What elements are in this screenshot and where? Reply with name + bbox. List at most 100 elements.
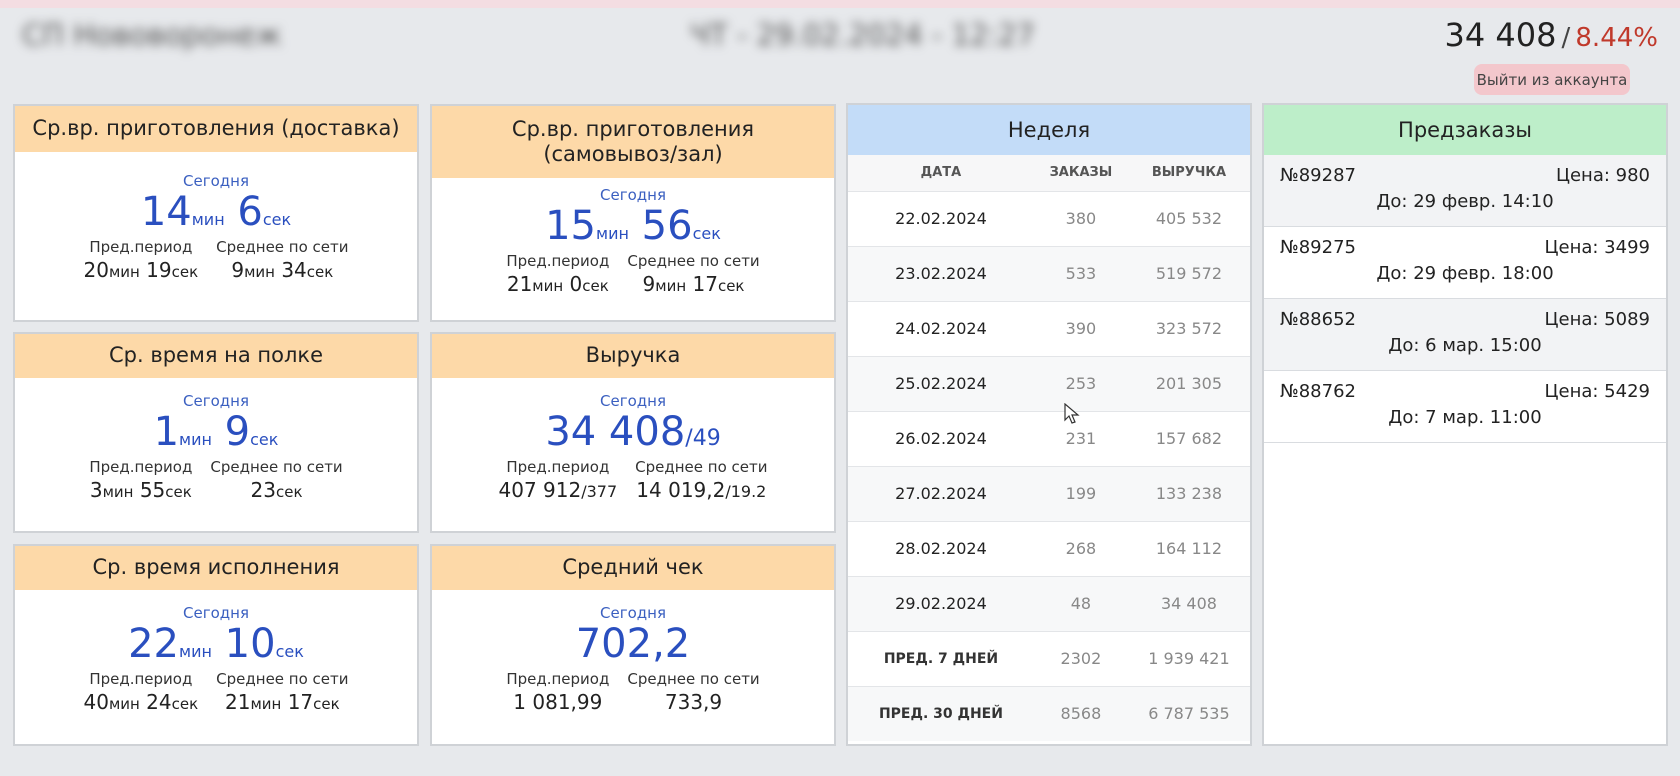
network-average: Среднее по сети 14 019,2/19.2 [635, 458, 768, 502]
table-row: ПРЕД. 7 ДНЕЙ 2302 1 939 421 [848, 630, 1250, 686]
card-title: Ср. время исполнения [15, 546, 417, 590]
cell-revenue: 519 572 [1127, 245, 1250, 301]
preorders-list: №89287 Цена: 980 До: 29 февр. 14:10 №89275 Ц… [1264, 155, 1666, 443]
card-revenue: Выручка Сегодня 34 408/49 Пред.период 40… [430, 332, 836, 533]
card-average-check: Средний чек Сегодня 702,2 Пред.период 1 … [430, 544, 836, 746]
cell-date: 29.02.2024 [848, 575, 1034, 631]
prev-period: Пред.период 1 081,99 [506, 670, 610, 714]
network-average: Среднее по сети 9мин 17сек [627, 252, 760, 296]
cell-date: 22.02.2024 [848, 190, 1034, 246]
today-label: Сегодня [183, 604, 249, 622]
current-datetime: ЧТ - 29.02.2024 - 12:27 [690, 18, 1036, 52]
card-prep-pickup: Ср.вр. приготовления (самовывоз/зал) Сег… [430, 104, 836, 322]
preorder-item: №88762 Цена: 5429 До: 7 мар. 11:00 [1264, 371, 1666, 443]
network-average: Среднее по сети 733,9 [627, 670, 760, 714]
preorder-item: №88652 Цена: 5089 До: 6 мар. 15:00 [1264, 299, 1666, 371]
table-row: 24.02.2024 390 323 572 [848, 300, 1250, 356]
cell-revenue: 201 305 [1127, 355, 1250, 411]
prev-period: Пред.период 21мин 0сек [506, 252, 610, 296]
cell-revenue: 164 112 [1127, 520, 1250, 576]
table-row: 26.02.2024 231 157 682 [848, 410, 1250, 466]
prev-period: Пред.период 407 912/377 [498, 458, 618, 502]
column-header-date: ДАТА [848, 155, 1034, 191]
total-separator: / [1561, 23, 1571, 53]
cell-orders: 231 [1033, 410, 1128, 466]
preorder-price: Цена: 980 [1556, 165, 1650, 186]
cell-revenue: 323 572 [1127, 300, 1250, 356]
card-shelf-time: Ср. время на полке Сегодня 1мин 9сек Пре… [13, 332, 419, 533]
column-header-orders: ЗАКАЗЫ [1033, 155, 1128, 191]
preorder-price: Цена: 3499 [1544, 237, 1650, 258]
today-label: Сегодня [183, 392, 249, 410]
preorder-price: Цена: 5429 [1544, 381, 1650, 402]
preorder-number: №89287 [1280, 165, 1356, 186]
today-value: 34 408/49 [545, 409, 721, 455]
preorder-number: №89275 [1280, 237, 1356, 258]
preorders-panel: Предзаказы №89287 Цена: 980 До: 29 февр. 1… [1262, 103, 1668, 746]
cell-orders: 253 [1033, 355, 1128, 411]
today-value: 22мин 10сек [128, 621, 304, 667]
today-value: 14мин 6сек [140, 189, 292, 235]
table-row: ПРЕД. 30 ДНЕЙ 8568 6 787 535 [848, 685, 1250, 741]
preorder-item: №89287 Цена: 980 До: 29 февр. 14:10 [1264, 155, 1666, 227]
preorder-number: №88652 [1280, 309, 1356, 330]
preorder-deadline: До: 29 февр. 14:10 [1376, 191, 1554, 212]
preorder-item: №89275 Цена: 3499 До: 29 февр. 18:00 [1264, 227, 1666, 299]
cell-orders: 8568 [1033, 685, 1128, 741]
card-exec-time: Ср. время исполнения Сегодня 22мин 10сек… [13, 544, 419, 746]
cell-revenue: 133 238 [1127, 465, 1250, 521]
table-row: 27.02.2024 199 133 238 [848, 465, 1250, 521]
preorder-number: №88762 [1280, 381, 1356, 402]
cell-date: ПРЕД. 30 ДНЕЙ [848, 685, 1034, 741]
today-label: Сегодня [600, 392, 666, 410]
prev-period: Пред.период 3мин 55сек [89, 458, 193, 502]
total-revenue-percent: 8.44% [1575, 23, 1658, 53]
today-value: 702,2 [575, 621, 691, 667]
cell-orders: 380 [1033, 190, 1128, 246]
network-average: Среднее по сети 9мин 34сек [216, 238, 349, 282]
cell-revenue: 34 408 [1127, 575, 1250, 631]
prev-period: Пред.период 40мин 24сек [83, 670, 199, 714]
cell-date: 24.02.2024 [848, 300, 1034, 356]
cell-revenue: 157 682 [1127, 410, 1250, 466]
week-table: ДАТА ЗАКАЗЫ ВЫРУЧКА 22.02.2024 380 405 532… [848, 155, 1250, 741]
prev-period: Пред.период 20мин 19сек [83, 238, 199, 282]
cell-orders: 533 [1033, 245, 1128, 301]
preorder-deadline: До: 6 мар. 15:00 [1388, 335, 1542, 356]
table-row: 29.02.2024 48 34 408 [848, 575, 1250, 631]
today-label: Сегодня [600, 186, 666, 204]
card-prep-delivery: Ср.вр. приготовления (доставка) Сегодня … [13, 104, 419, 322]
mouse-cursor-icon [1064, 403, 1080, 424]
preorder-deadline: До: 29 февр. 18:00 [1376, 263, 1554, 284]
table-row: 22.02.2024 380 405 532 [848, 190, 1250, 246]
card-title: Ср.вр. приготовления (доставка) [15, 106, 417, 152]
card-title: Ср. время на полке [15, 334, 417, 378]
network-average: Среднее по сети 23сек [210, 458, 343, 502]
logout-button[interactable]: Выйти из аккаунта [1474, 64, 1630, 95]
cell-revenue: 6 787 535 [1127, 685, 1250, 741]
cell-revenue: 405 532 [1127, 190, 1250, 246]
cell-orders: 390 [1033, 300, 1128, 356]
preorder-deadline: До: 7 мар. 11:00 [1388, 407, 1542, 428]
cell-orders: 2302 [1033, 630, 1128, 686]
card-title: Выручка [432, 334, 834, 378]
today-value: 1мин 9сек [153, 409, 279, 455]
today-label: Сегодня [600, 604, 666, 622]
card-title: Ср.вр. приготовления (самовывоз/зал) [432, 106, 834, 178]
card-title: Средний чек [432, 546, 834, 590]
today-value: 15мин 56сек [545, 203, 721, 249]
table-row: 28.02.2024 268 164 112 [848, 520, 1250, 576]
cell-date: 25.02.2024 [848, 355, 1034, 411]
cell-orders: 268 [1033, 520, 1128, 576]
total-revenue-value: 34 408 [1444, 16, 1557, 54]
top-stripe [0, 0, 1680, 8]
cell-date: 23.02.2024 [848, 245, 1034, 301]
cell-date: ПРЕД. 7 ДНЕЙ [848, 630, 1034, 686]
network-average: Среднее по сети 21мин 17сек [216, 670, 349, 714]
cell-date: 27.02.2024 [848, 465, 1034, 521]
total-revenue-summary: 34 408 / 8.44% [1444, 16, 1658, 54]
store-name: СП Нововоронеж [22, 18, 282, 52]
cell-date: 26.02.2024 [848, 410, 1034, 466]
column-header-revenue: ВЫРУЧКА [1127, 155, 1250, 191]
cell-revenue: 1 939 421 [1127, 630, 1250, 686]
